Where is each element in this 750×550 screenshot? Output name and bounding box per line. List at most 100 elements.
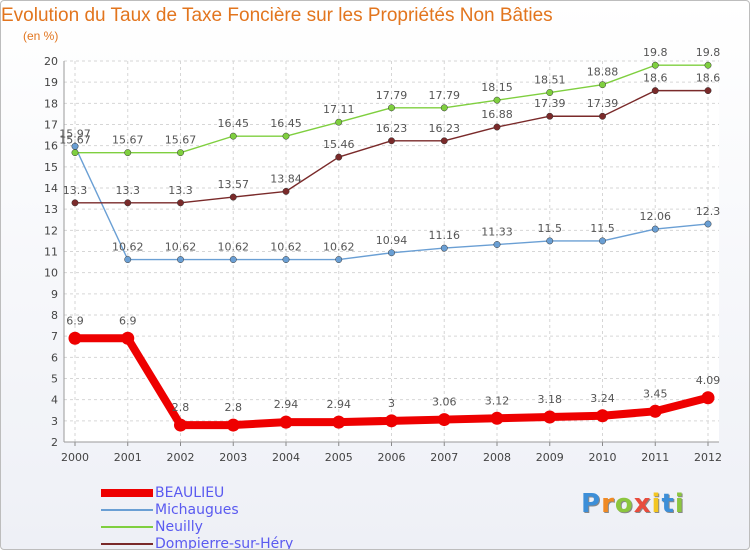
axes: 2 3 4 5 6 7 8 9 10 11 12 13 14 15 16 17 18 19 20 2000 2001 20… (44, 55, 722, 464)
logo-letter: i (651, 489, 662, 519)
data-label-beaulieu: 3.45 (643, 387, 668, 400)
y-tick-label: 19 (44, 76, 58, 89)
y-tick-label: 9 (51, 288, 58, 301)
data-label-beaulieu: 3.12 (485, 394, 510, 407)
logo-letter: o (614, 489, 634, 519)
data-label-michaugues: 10.62 (165, 241, 197, 254)
data-label-neuilly: 15.67 (165, 134, 197, 147)
y-tick-label: 3 (51, 415, 58, 428)
data-point-beaulieu (385, 414, 398, 428)
data-point-dompierre-sur-hery (651, 87, 659, 95)
data-label-michaugues: 10.94 (376, 234, 408, 247)
data-point-michaugues (440, 244, 448, 252)
x-tick-label: 2003 (219, 451, 247, 464)
y-tick-label: 15 (44, 161, 58, 174)
data-label-neuilly: 17.79 (376, 89, 408, 102)
data-point-beaulieu (437, 413, 451, 427)
data-label-neuilly: 15.67 (59, 134, 91, 147)
data-label-neuilly: 19.8 (696, 46, 721, 59)
data-point-michaugues (546, 237, 554, 245)
data-point-beaulieu (279, 415, 293, 429)
y-axis-unit-label: (en %) (23, 29, 59, 43)
data-label-dompierre-sur-hery: 17.39 (587, 97, 619, 110)
data-point-dompierre-sur-hery (177, 199, 184, 207)
data-point-beaulieu (701, 391, 715, 405)
data-point-dompierre-sur-hery (440, 137, 448, 145)
data-label-neuilly: 18.15 (481, 81, 513, 94)
logo-letter: t (661, 489, 675, 519)
legend-swatch (101, 526, 153, 528)
y-tick-label: 2 (51, 436, 58, 449)
data-label-dompierre-sur-hery: 17.39 (534, 97, 566, 110)
data-point-neuilly (124, 149, 132, 157)
x-tick-label: 2001 (114, 451, 142, 464)
x-tick-label: 2000 (61, 451, 89, 464)
data-point-beaulieu (174, 418, 187, 432)
data-point-beaulieu (68, 331, 82, 345)
data-label-neuilly: 17.79 (429, 89, 461, 102)
data-point-dompierre-sur-hery (71, 199, 79, 207)
data-point-neuilly (282, 132, 290, 140)
y-tick-label: 6 (51, 351, 58, 364)
data-label-dompierre-sur-hery: 13.3 (116, 184, 141, 197)
x-tick-label: 2002 (167, 451, 195, 464)
y-tick-label: 4 (51, 394, 58, 407)
data-point-beaulieu (332, 415, 346, 429)
logo-letter: x (633, 489, 652, 519)
data-point-beaulieu (543, 410, 557, 424)
logo-letter: r (601, 489, 615, 519)
data-label-michaugues: 15.97 (59, 127, 91, 140)
y-tick-label: 10 (44, 267, 58, 280)
data-label-michaugues: 10.62 (323, 241, 355, 254)
data-point-neuilly (229, 132, 237, 140)
x-tick-label: 2007 (430, 451, 458, 464)
data-label-neuilly: 18.88 (587, 66, 619, 79)
data-point-beaulieu (648, 404, 662, 418)
data-point-beaulieu (596, 409, 609, 423)
x-tick-label: 2009 (536, 451, 564, 464)
data-label-michaugues: 12.3 (696, 205, 721, 218)
data-label-beaulieu: 2.94 (327, 398, 352, 411)
data-label-michaugues: 11.16 (429, 229, 461, 242)
legend-swatch (101, 543, 153, 545)
y-tick-label: 17 (44, 119, 58, 132)
data-label-neuilly: 15.67 (112, 134, 144, 147)
data-point-beaulieu (226, 418, 240, 432)
data-point-dompierre-sur-hery (229, 193, 237, 201)
data-point-neuilly (71, 149, 79, 157)
series-lines (68, 61, 715, 432)
data-label-beaulieu: 2.8 (225, 401, 243, 414)
data-label-michaugues: 10.62 (112, 241, 144, 254)
data-point-neuilly (440, 104, 448, 112)
data-labels: 15.97 10.62 10.62 10.62 10.62 10.62 10.94 11.16… (59, 46, 720, 414)
data-label-dompierre-sur-hery: 13.3 (63, 184, 88, 197)
data-label-beaulieu: 3.24 (590, 392, 615, 405)
data-point-neuilly (651, 61, 659, 69)
data-point-michaugues (335, 256, 343, 263)
legend-label: Dompierre-sur-Héry (155, 536, 294, 550)
x-tick-label: 2011 (641, 451, 669, 464)
data-label-dompierre-sur-hery: 13.84 (270, 172, 302, 185)
data-label-dompierre-sur-hery: 16.23 (376, 122, 408, 135)
data-label-beaulieu: 4.09 (696, 374, 721, 387)
chart-title: Evolution du Taux de Taxe Foncière sur l… (1, 5, 553, 26)
data-point-michaugues (493, 241, 501, 248)
data-label-dompierre-sur-hery: 13.57 (218, 178, 250, 191)
data-point-michaugues (388, 249, 395, 257)
y-tick-label: 18 (44, 97, 58, 110)
logo-letter: P (581, 489, 602, 519)
data-label-beaulieu: 3.18 (538, 393, 563, 406)
data-point-michaugues (282, 256, 290, 263)
y-tick-label: 16 (44, 140, 58, 153)
x-tick-label: 2004 (272, 451, 300, 464)
x-tick-label: 2012 (694, 451, 722, 464)
data-label-beaulieu: 2.94 (274, 398, 299, 411)
data-label-michaugues: 10.62 (270, 241, 302, 254)
x-tick-label: 2010 (589, 451, 617, 464)
legend-label: BEAULIEU (155, 485, 225, 501)
data-point-michaugues (599, 237, 606, 245)
data-point-neuilly (335, 118, 343, 126)
data-label-neuilly: 19.8 (643, 46, 668, 59)
data-point-dompierre-sur-hery (335, 153, 343, 161)
